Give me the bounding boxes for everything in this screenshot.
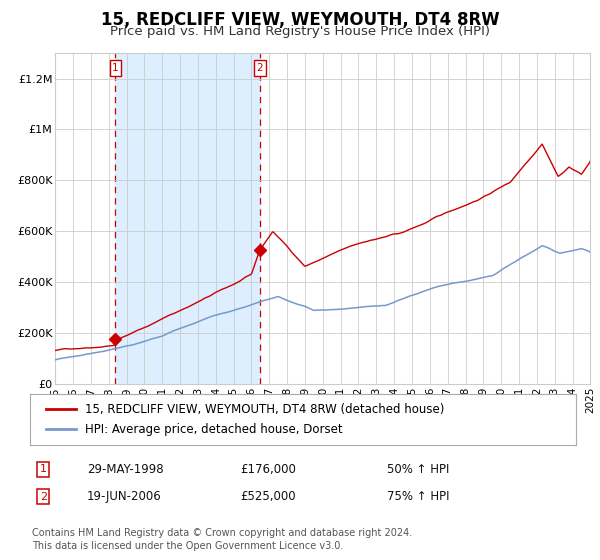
Text: 2: 2 <box>40 492 47 502</box>
Text: Price paid vs. HM Land Registry's House Price Index (HPI): Price paid vs. HM Land Registry's House … <box>110 25 490 38</box>
Text: £176,000: £176,000 <box>240 463 296 476</box>
Text: 15, REDCLIFF VIEW, WEYMOUTH, DT4 8RW: 15, REDCLIFF VIEW, WEYMOUTH, DT4 8RW <box>101 11 499 29</box>
Text: Contains HM Land Registry data © Crown copyright and database right 2024.
This d: Contains HM Land Registry data © Crown c… <box>32 528 413 551</box>
Text: 19-JUN-2006: 19-JUN-2006 <box>87 490 162 503</box>
Bar <box>115 53 260 384</box>
Text: £525,000: £525,000 <box>240 490 296 503</box>
Text: 50% ↑ HPI: 50% ↑ HPI <box>387 463 449 476</box>
Text: 29-MAY-1998: 29-MAY-1998 <box>87 463 164 476</box>
Text: 1: 1 <box>40 464 47 474</box>
Legend: 15, REDCLIFF VIEW, WEYMOUTH, DT4 8RW (detached house), HPI: Average price, detac: 15, REDCLIFF VIEW, WEYMOUTH, DT4 8RW (de… <box>41 398 449 441</box>
Text: 1: 1 <box>112 63 119 73</box>
Text: 2: 2 <box>256 63 263 73</box>
Text: 75% ↑ HPI: 75% ↑ HPI <box>387 490 449 503</box>
